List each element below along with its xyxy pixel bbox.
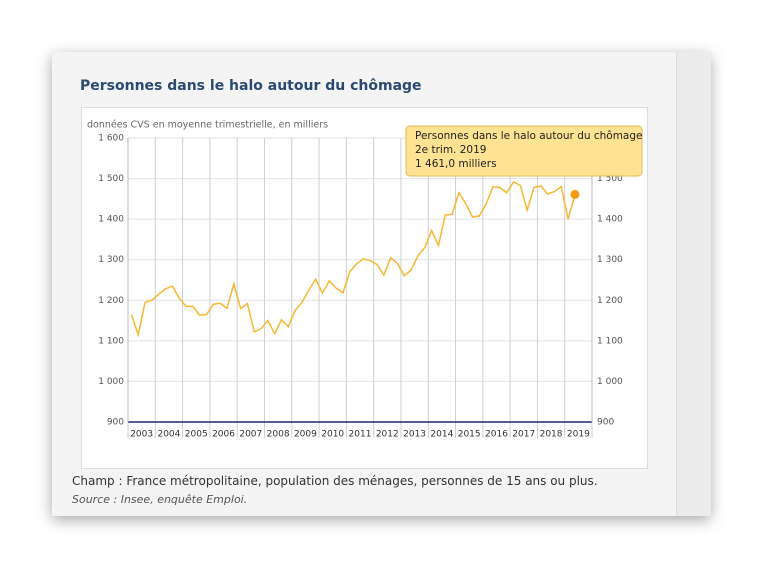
y-tick-label: 1 600 <box>98 134 124 144</box>
tooltip-value: 1 461,0 milliers <box>415 158 497 170</box>
y-tick-label-right: 900 <box>597 418 614 428</box>
side-panel <box>676 52 711 516</box>
source: Source : Insee, enquête Emploi. <box>72 493 248 506</box>
y-tick-label: 1 100 <box>98 336 124 346</box>
x-tick-label: 2003 <box>130 430 153 440</box>
x-tick-label: 2006 <box>212 430 235 440</box>
x-tick-label: 2008 <box>267 430 290 440</box>
y-tick-label: 1 500 <box>98 174 124 184</box>
x-tick-label: 2010 <box>321 430 344 440</box>
tooltip: Personnes dans le halo autour du chômage… <box>405 125 643 177</box>
x-tick-label: 2018 <box>540 430 563 440</box>
chart-subtitle: données CVS en moyenne trimestrielle, en… <box>87 120 328 131</box>
y-tick-label: 1 000 <box>98 377 124 387</box>
y-tick-label: 1 300 <box>98 255 124 265</box>
y-tick-label-right: 1 200 <box>597 296 623 306</box>
x-tick-label: 2005 <box>185 430 208 440</box>
footnote: Champ : France métropolitaine, populatio… <box>72 474 598 488</box>
y-tick-label-right: 1 000 <box>597 377 623 387</box>
y-tick-label: 1 400 <box>98 215 124 225</box>
x-tick-label: 2011 <box>349 430 372 440</box>
x-tick-label: 2015 <box>458 430 481 440</box>
x-tick-label: 2007 <box>239 430 262 440</box>
chart-title: Personnes dans le halo autour du chômage <box>80 78 422 94</box>
y-tick-label-right: 1 400 <box>597 215 623 225</box>
tooltip-period: 2e trim. 2019 <box>415 144 486 156</box>
series-line <box>130 180 576 338</box>
x-tick-label: 2016 <box>485 430 508 440</box>
y-tick-label: 1 200 <box>98 296 124 306</box>
y-tick-label: 900 <box>107 418 124 428</box>
y-tick-label-right: 1 500 <box>597 174 623 184</box>
x-tick-label: 2013 <box>403 430 426 440</box>
x-tick-label: 2014 <box>430 430 453 440</box>
y-tick-label-right: 1 300 <box>597 255 623 265</box>
x-tick-label: 2012 <box>376 430 399 440</box>
x-tick-label: 2019 <box>567 430 590 440</box>
highlight-point <box>570 189 580 199</box>
x-tick-label: 2017 <box>512 430 535 440</box>
x-tick-label: 2009 <box>294 430 317 440</box>
x-tick-label: 2004 <box>157 430 180 440</box>
tooltip-series: Personnes dans le halo autour du chômage <box>415 130 643 142</box>
tooltip-box <box>405 125 643 177</box>
y-tick-label-right: 1 100 <box>597 336 623 346</box>
